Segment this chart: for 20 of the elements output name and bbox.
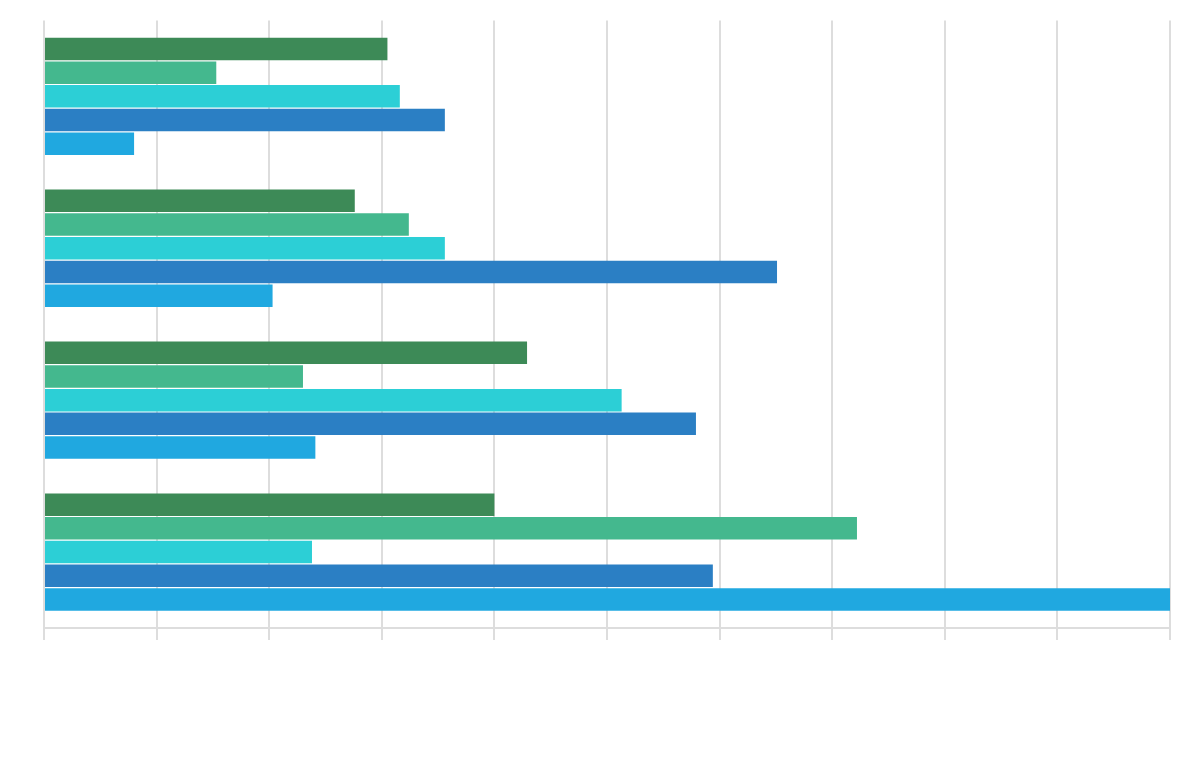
bar bbox=[45, 588, 1170, 611]
bar bbox=[45, 37, 388, 61]
bar bbox=[45, 61, 217, 84]
bar bbox=[45, 108, 445, 132]
bar bbox=[45, 132, 135, 155]
bar bbox=[45, 260, 778, 284]
bar bbox=[45, 341, 528, 365]
bar bbox=[45, 85, 400, 108]
bar bbox=[45, 517, 857, 540]
bar bbox=[45, 189, 355, 213]
bar bbox=[45, 564, 713, 587]
bar bbox=[45, 365, 303, 388]
bar bbox=[45, 388, 622, 412]
bar bbox=[45, 436, 316, 459]
bar bbox=[45, 412, 696, 436]
bar bbox=[45, 284, 273, 307]
bar bbox=[45, 493, 495, 516]
bar bbox=[45, 236, 445, 260]
bar bbox=[45, 213, 409, 236]
bar bbox=[45, 540, 312, 564]
